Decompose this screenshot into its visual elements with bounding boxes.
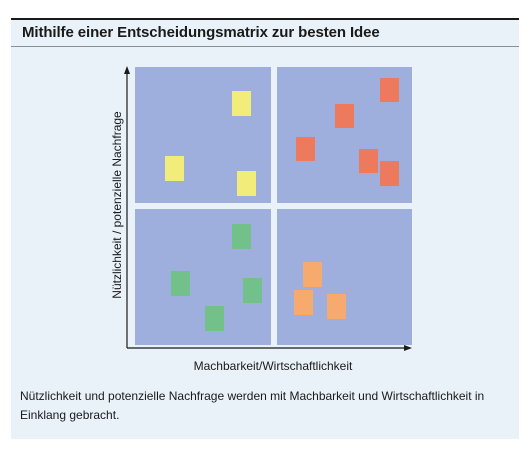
sticky-note-orange [294,290,313,315]
sticky-note-yellow [232,91,251,116]
figure-title: Mithilfe einer Entscheidungsmatrix zur b… [22,24,380,41]
title-top-rule [11,18,519,20]
sticky-note-green [232,224,251,249]
quadrant-bottom-right [277,209,412,345]
sticky-note-yellow [165,156,184,181]
x-axis-label: Machbarkeit/Wirtschaftlichkeit [193,359,353,373]
sticky-note-red [380,161,399,186]
y-axis-arrowhead [124,66,130,74]
y-axis-label: Nützlichkeit / potenzielle Nachfrage [110,111,124,299]
title-divider [11,46,519,47]
sticky-note-red [296,137,315,161]
sticky-note-green [171,271,190,296]
sticky-note-orange [303,262,322,287]
sticky-note-orange [327,294,346,319]
sticky-note-red [359,149,378,173]
sticky-note-green [243,278,262,303]
sticky-note-red [335,104,354,128]
figure-caption: Nützlichkeit und potenzielle Nachfrage w… [20,389,485,422]
sticky-note-yellow [237,171,256,196]
sticky-note-green [205,306,224,331]
x-axis-arrowhead [404,345,412,351]
sticky-note-red [380,78,399,102]
